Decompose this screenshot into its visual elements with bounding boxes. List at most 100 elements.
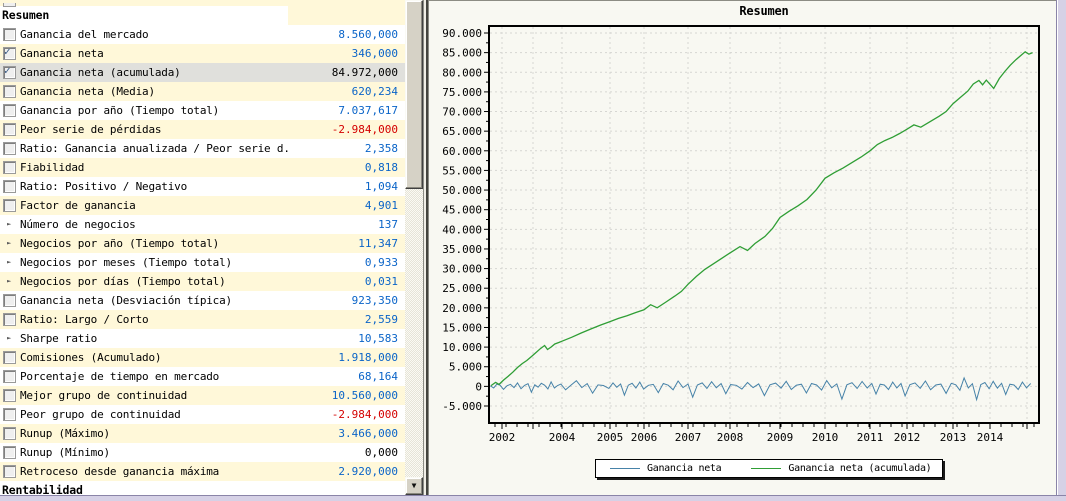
stat-label: Negocios por días (Tiempo total): [20, 275, 226, 288]
chart-plot: -5.000 0 5.000 10.000 15.000 20.000 25.000 30.0…: [442, 25, 1040, 444]
stat-row[interactable]: Ganancia del mercado 8.560,000: [0, 25, 405, 44]
checkbox-icon[interactable]: [3, 85, 16, 98]
stat-row-icon-cell: [0, 310, 20, 329]
stat-row[interactable]: ► Sharpe ratio 10,583: [0, 329, 405, 348]
stat-row[interactable]: Peor serie de pérdidas -2.984,000: [0, 120, 405, 139]
stat-row[interactable]: Ratio: Largo / Corto 2,559: [0, 310, 405, 329]
stat-row[interactable]: Ganancia neta (Media) 620,234: [0, 82, 405, 101]
stat-row[interactable]: Peor grupo de continuidad -2.984,000: [0, 405, 405, 424]
legend-entry-net: Ganancia neta: [610, 463, 722, 474]
stat-row[interactable]: Retroceso desde ganancia máxima 2.920,000: [0, 462, 405, 481]
checkbox-icon[interactable]: [3, 465, 16, 478]
y-axis-label: 10.000: [442, 341, 482, 354]
stat-value: 4,901: [364, 199, 398, 212]
stat-row[interactable]: ► Negocios por meses (Tiempo total) 0,933: [0, 253, 405, 272]
y-axis-label: 0: [475, 380, 482, 393]
stat-row-icon-cell: ✓: [0, 63, 20, 82]
legend-line-sample-net: [610, 468, 640, 469]
stat-row-icon-cell: ►: [0, 272, 20, 291]
stat-value: 3.466,000: [338, 427, 398, 440]
stat-label: Ganancia neta (Media): [20, 85, 155, 98]
stat-row[interactable]: Porcentaje de tiempo en mercado 68,164: [0, 367, 405, 386]
checkbox-icon[interactable]: [3, 161, 16, 174]
cumulative-gain-line: [490, 50, 1033, 387]
stat-label: Peor grupo de continuidad: [20, 408, 181, 421]
panel-splitter[interactable]: [423, 0, 429, 495]
stat-row[interactable]: Runup (Mínimo) 0,000: [0, 443, 405, 462]
stat-value: 68,164: [358, 370, 398, 383]
checkbox-icon[interactable]: [3, 427, 16, 440]
checkbox-icon[interactable]: [3, 446, 16, 459]
stat-row-icon-cell: [0, 443, 20, 462]
stat-value: -2.984,000: [331, 408, 398, 421]
checkbox-icon[interactable]: [3, 370, 16, 383]
stat-row[interactable]: ✓ Ganancia neta 346,000: [0, 44, 405, 63]
stat-label: Ganancia neta (Desviación típica): [20, 294, 232, 307]
expand-arrow-icon[interactable]: ►: [7, 220, 12, 228]
stat-value: 2,559: [364, 313, 398, 326]
stat-row[interactable]: ► Número de negocios 137: [0, 215, 405, 234]
checkbox-icon[interactable]: [3, 142, 16, 155]
expand-arrow-icon[interactable]: ►: [7, 239, 12, 247]
stat-label: Sharpe ratio: [20, 332, 98, 345]
y-axis-label: 60.000: [442, 145, 482, 158]
x-axis-label: 2012: [894, 431, 921, 444]
checkbox-icon[interactable]: [3, 351, 16, 364]
window-bottom-border: [0, 495, 1066, 501]
checkbox-icon[interactable]: [3, 104, 16, 117]
checkbox-checked-icon[interactable]: ✓: [3, 45, 16, 60]
stat-row[interactable]: Fiabilidad 0,818: [0, 158, 405, 177]
stats-grid: Resumen Ganancia del mercado 8.560,000 ✓ Ga…: [0, 0, 405, 495]
checkbox-icon[interactable]: [3, 123, 16, 136]
stat-row[interactable]: ► Negocios por días (Tiempo total) 0,031: [0, 272, 405, 291]
y-axis-label: 15.000: [442, 321, 482, 334]
y-axis-label: 85.000: [442, 47, 482, 60]
x-axis-label: 2005: [597, 431, 624, 444]
stat-row[interactable]: ► Negocios por año (Tiempo total) 11,347: [0, 234, 405, 253]
window-right-border: [1056, 0, 1066, 501]
stat-row[interactable]: Factor de ganancia 4,901: [0, 196, 405, 215]
stat-row[interactable]: Comisiones (Acumulado) 1.918,000: [0, 348, 405, 367]
expand-arrow-icon[interactable]: ►: [7, 258, 12, 266]
checkbox-icon[interactable]: [3, 28, 16, 41]
stats-scrollbar[interactable]: ▼: [405, 0, 423, 495]
expand-arrow-icon[interactable]: ►: [7, 277, 12, 285]
y-axis-label: 90.000: [442, 27, 482, 40]
legend-label-net: Ganancia neta: [647, 463, 722, 474]
y-axis-label: 5.000: [449, 361, 482, 374]
checkbox-icon[interactable]: [3, 199, 16, 212]
section-header-label: Rentabilidad: [2, 483, 83, 495]
checkbox-icon[interactable]: [3, 180, 16, 193]
stat-row[interactable]: Mejor grupo de continuidad 10.560,000: [0, 386, 405, 405]
expand-arrow-icon[interactable]: ►: [7, 334, 12, 342]
scrollbar-down-button[interactable]: ▼: [405, 477, 423, 495]
clipped-checkbox: [3, 3, 16, 7]
stat-row[interactable]: Ratio: Ganancia anualizada / Peor serie …: [0, 139, 405, 158]
net-gain-line: [490, 376, 1032, 402]
scrollbar-thumb[interactable]: [405, 0, 423, 189]
stat-row-icon-cell: [0, 120, 20, 139]
checkbox-checked-icon[interactable]: ✓: [3, 64, 16, 79]
x-axis-label: 2007: [675, 431, 702, 444]
checkbox-icon[interactable]: [3, 408, 16, 421]
x-axis-label: 2013: [940, 431, 967, 444]
stat-row-icon-cell: ✓: [0, 44, 20, 63]
chart-panel: Resumen -5.000 0 5.000 10.000 15.000 20.000 25…: [429, 0, 1056, 495]
checkbox-icon[interactable]: [3, 294, 16, 307]
stat-label: Peor serie de pérdidas: [20, 123, 162, 136]
stat-label: Ganancia neta (acumulada): [20, 66, 181, 79]
summary-stats-panel: Resumen Ganancia del mercado 8.560,000 ✓ Ga…: [0, 0, 423, 495]
stat-row[interactable]: Ganancia por año (Tiempo total) 7.037,617: [0, 101, 405, 120]
stat-value: 346,000: [351, 47, 398, 60]
stat-row[interactable]: Runup (Máximo) 3.466,000: [0, 424, 405, 443]
stat-row[interactable]: Ganancia neta (Desviación típica) 923,350: [0, 291, 405, 310]
stat-row-icon-cell: [0, 348, 20, 367]
checkbox-icon[interactable]: [3, 389, 16, 402]
checkbox-icon[interactable]: [3, 313, 16, 326]
stat-row[interactable]: Ratio: Positivo / Negativo 1,094: [0, 177, 405, 196]
stat-row[interactable]: ✓ Ganancia neta (acumulada) 84.972,000: [0, 63, 405, 82]
stat-value: 137: [378, 218, 398, 231]
stat-value: 923,350: [351, 294, 398, 307]
stat-row-icon-cell: [0, 82, 20, 101]
